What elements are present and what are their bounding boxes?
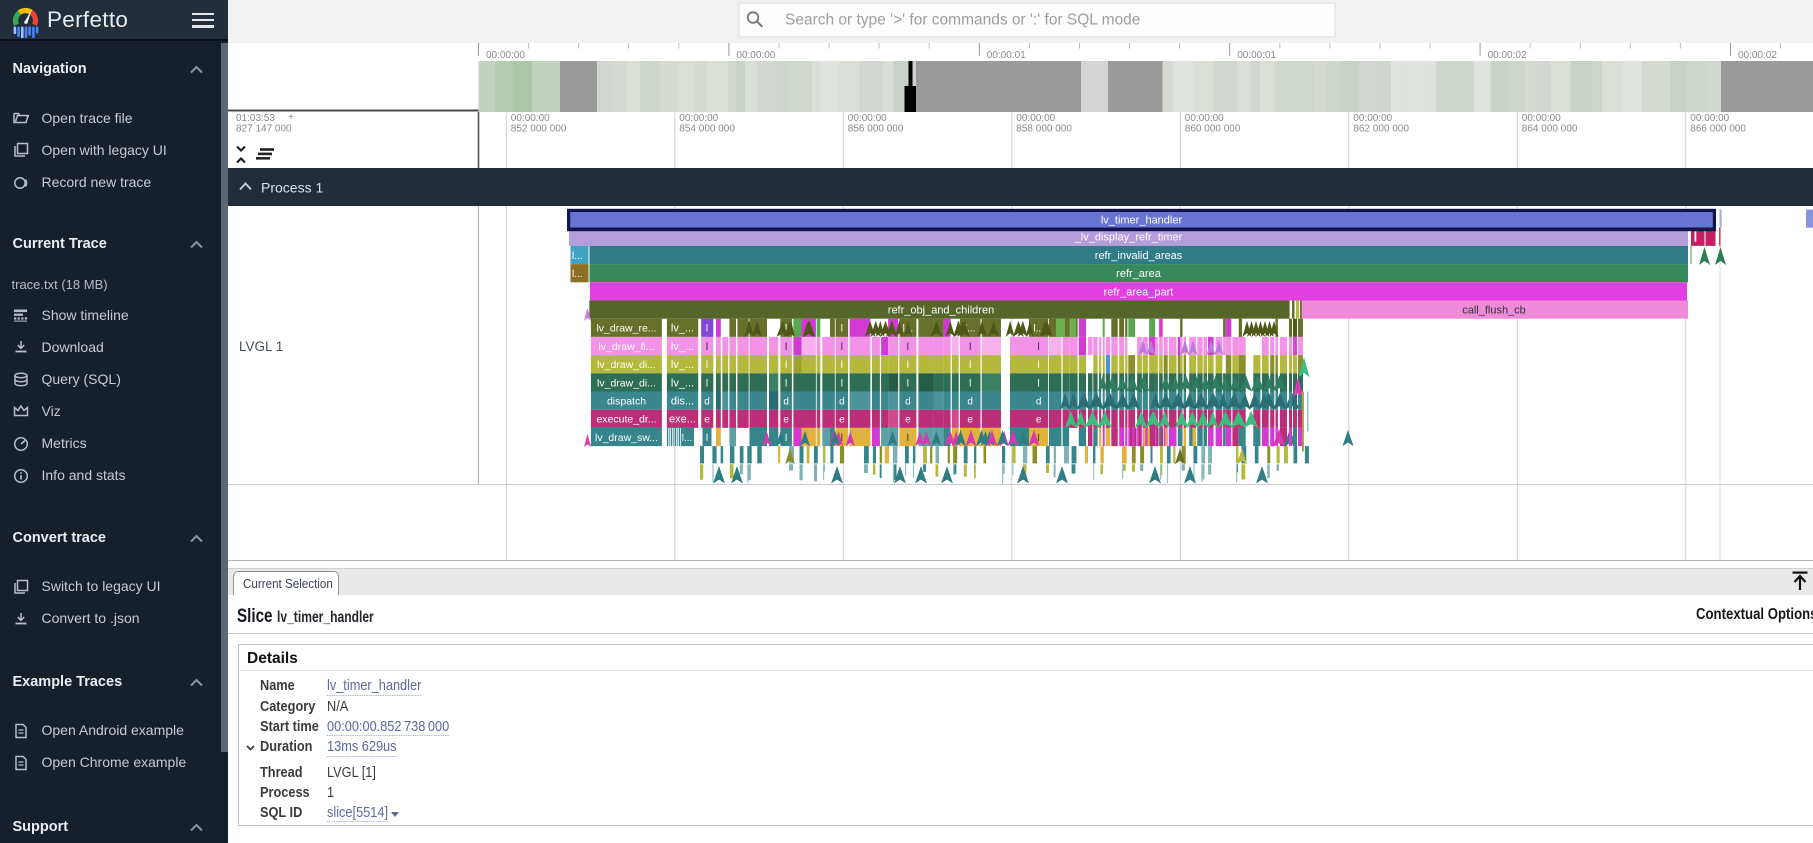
svg-text:862 000 000: 862 000 000 [1353,124,1409,135]
svg-text:exe...: exe... [669,414,696,426]
svg-text:lv_draw_di...: lv_draw_di... [597,359,656,371]
svg-text:e: e [905,415,911,426]
svg-text:d: d [967,397,973,408]
svg-text:l: l [969,378,971,389]
svg-text:l: l [969,342,971,353]
svg-text:l: l [1037,433,1039,444]
svg-text:l: l [907,378,909,389]
svg-text:refr_obj_and_children: refr_obj_and_children [888,305,994,317]
svg-text:_lv_display_refr_timer: _lv_display_refr_timer [1074,232,1183,244]
svg-text:l: l [706,360,708,371]
svg-text:00:00:00: 00:00:00 [1690,113,1729,124]
svg-text:+: + [288,112,294,123]
svg-text:l...: l... [572,251,583,262]
svg-text:lv_...: lv_... [671,341,694,353]
svg-text:l...: l... [1033,324,1044,335]
svg-text:l: l [1037,342,1039,353]
svg-text:lv_draw_di...: lv_draw_di... [597,377,656,389]
svg-text:00:00:00: 00:00:00 [736,50,775,61]
svg-text:l: l [907,342,909,353]
svg-text:l...: l... [572,269,583,280]
svg-text:l: l [785,433,787,444]
svg-text:l: l [785,324,787,335]
svg-text:lv_draw_re...: lv_draw_re... [596,323,656,335]
svg-text:852 000 000: 852 000 000 [511,124,567,135]
svg-text:l: l [1037,378,1039,389]
svg-text:l: l [907,433,909,444]
svg-text:l: l [785,378,787,389]
svg-text:00:00:02: 00:00:02 [1738,50,1777,61]
svg-text:e: e [839,415,845,426]
svg-text:00:00:01: 00:00:01 [987,50,1026,61]
svg-text:e: e [704,415,710,426]
svg-text:00:00:00: 00:00:00 [486,50,525,61]
svg-text:l: l [706,378,708,389]
svg-text:l...: l... [682,433,693,444]
svg-text:dis...: dis... [671,396,694,408]
svg-text:refr_invalid_areas: refr_invalid_areas [1095,250,1183,262]
svg-text:l: l [841,342,843,353]
svg-text:01:03:53: 01:03:53 [236,113,275,124]
svg-text:lv_...: lv_... [671,359,694,371]
svg-text:l: l [706,342,708,353]
svg-text:execute_dr...: execute_dr... [596,414,656,426]
svg-text:00:00:00: 00:00:00 [679,113,718,124]
svg-text:l: l [785,360,787,371]
svg-text:d: d [704,397,710,408]
svg-text:l: l [907,360,909,371]
svg-text:l: l [841,378,843,389]
svg-text:l: l [841,324,843,335]
svg-text:860 000 000: 860 000 000 [1185,124,1241,135]
svg-text:Search or type '>' for command: Search or type '>' for commands or ':' f… [785,12,1140,29]
svg-text:refr_area_part: refr_area_part [1104,286,1174,298]
svg-text:l: l [706,324,708,335]
svg-text:854 000 000: 854 000 000 [679,124,735,135]
svg-text:866 000 000: 866 000 000 [1690,124,1746,135]
svg-text:lv_timer_handler: lv_timer_handler [1101,215,1183,227]
svg-text:l: l [785,342,787,353]
svg-text:00:00:00: 00:00:00 [1522,113,1561,124]
svg-text:lv_draw_sw...: lv_draw_sw... [595,432,658,444]
svg-text:00:00:02: 00:00:02 [1488,50,1527,61]
svg-text:l: l [706,433,708,444]
svg-text:lv_...: lv_... [671,323,694,335]
svg-text:00:00:00: 00:00:00 [1353,113,1392,124]
svg-text:00:00:00: 00:00:00 [1185,113,1224,124]
svg-text:Process 1: Process 1 [261,180,323,196]
svg-text:864 000 000: 864 000 000 [1522,124,1578,135]
svg-text:00:00:00: 00:00:00 [511,113,550,124]
svg-text:856 000 000: 856 000 000 [848,124,904,135]
svg-text:e: e [967,415,973,426]
svg-text:l: l [841,433,843,444]
svg-text:858 000 000: 858 000 000 [1016,124,1072,135]
svg-text:00:00:01: 00:00:01 [1237,50,1276,61]
svg-text:e: e [1036,415,1042,426]
svg-text:l: l [841,360,843,371]
svg-text:LVGL 1: LVGL 1 [239,339,283,354]
svg-text:l: l [969,360,971,371]
svg-text:d: d [1036,397,1042,408]
svg-text:e: e [783,415,789,426]
svg-text:lv_draw_fi...: lv_draw_fi... [598,341,654,353]
svg-text:827 147 000: 827 147 000 [236,124,292,135]
svg-text:00:00:00: 00:00:00 [848,113,887,124]
svg-text:00:00:00: 00:00:00 [1016,113,1055,124]
svg-text:call_flush_cb: call_flush_cb [1462,305,1526,317]
svg-text:d: d [905,397,911,408]
svg-text:l...: l... [965,324,976,335]
svg-text:refr_area: refr_area [1116,268,1162,280]
svg-text:dispatch: dispatch [607,396,646,408]
svg-text:lv_...: lv_... [671,377,694,389]
svg-text:d: d [783,397,789,408]
svg-text:d: d [839,397,845,408]
svg-text:l: l [1037,360,1039,371]
